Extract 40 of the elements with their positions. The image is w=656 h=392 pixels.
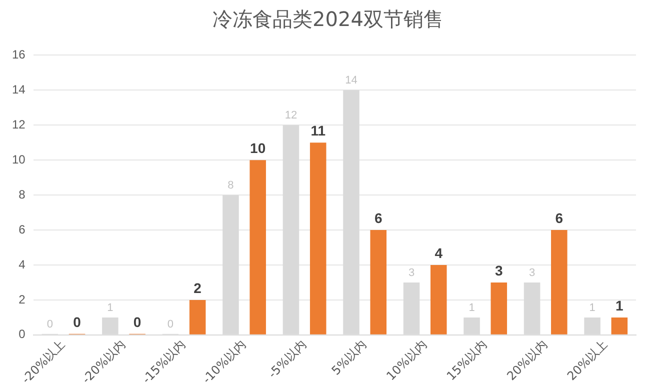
data-label: 1 xyxy=(589,302,596,314)
data-label: 3 xyxy=(408,267,415,280)
y-tick-label: 14 xyxy=(12,82,26,96)
bar xyxy=(430,264,447,334)
bar xyxy=(490,282,508,334)
x-tick-label: -5%以内 xyxy=(265,337,309,381)
y-tick-label: 10 xyxy=(12,152,26,166)
y-tick-label: 4 xyxy=(18,257,26,272)
x-tick-label: 5%以内 xyxy=(328,337,370,378)
data-label: 11 xyxy=(310,122,326,138)
data-label: 0 xyxy=(73,314,82,330)
bar xyxy=(551,230,568,334)
y-tick-label: 2 xyxy=(18,292,26,306)
bar xyxy=(250,160,266,334)
data-label: 12 xyxy=(284,110,298,122)
data-label: 1 xyxy=(616,297,624,314)
bar xyxy=(189,300,206,334)
data-label: 0 xyxy=(167,318,174,330)
data-label: 8 xyxy=(228,180,234,192)
bar xyxy=(611,317,628,334)
y-tick-label: 8 xyxy=(18,187,26,202)
bar xyxy=(370,230,386,334)
y-tick-label: 12 xyxy=(12,117,26,132)
data-label: 4 xyxy=(434,244,443,261)
data-label: 2 xyxy=(194,280,202,296)
bar xyxy=(310,142,326,334)
y-tick-label: 0 xyxy=(18,327,26,342)
data-label: 10 xyxy=(250,140,266,156)
data-label: 1 xyxy=(107,302,114,314)
data-label: 0 xyxy=(46,318,53,330)
data-label: 14 xyxy=(345,74,358,87)
y-tick-label: 6 xyxy=(18,222,26,236)
data-label: 6 xyxy=(555,210,564,226)
data-label: 3 xyxy=(495,262,503,278)
y-tick-label: 16 xyxy=(12,48,26,62)
data-label: 0 xyxy=(133,314,142,330)
data-label: 6 xyxy=(374,210,382,226)
data-label: 1 xyxy=(468,302,475,314)
data-label: 3 xyxy=(528,267,536,280)
chart-title: 冷冻食品类2024双节销售 xyxy=(212,6,444,33)
